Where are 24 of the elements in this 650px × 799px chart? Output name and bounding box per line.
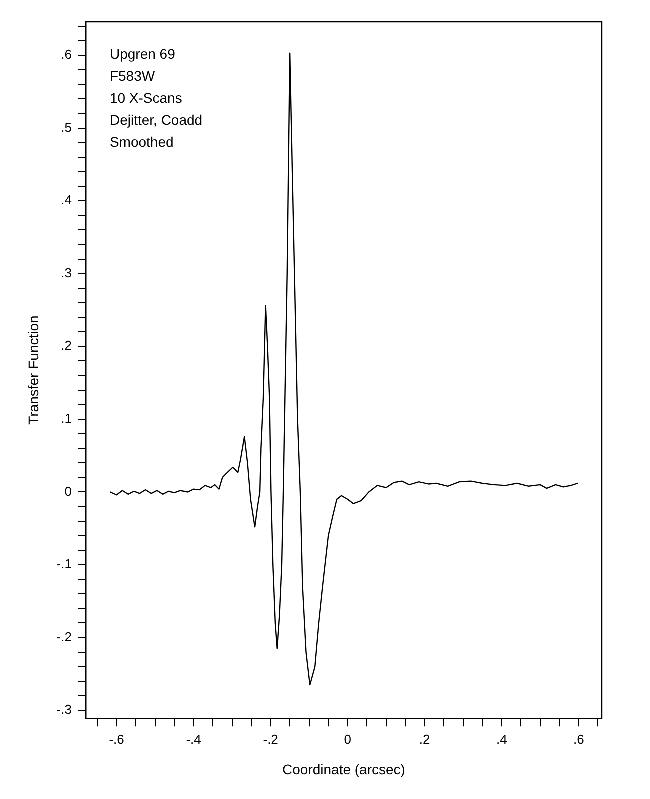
y-axis-title: Transfer Function (25, 316, 42, 425)
x-tick-label: .6 (573, 732, 584, 747)
x-tick-label: -.4 (186, 732, 202, 747)
x-axis-title: Coordinate (arcsec) (282, 761, 406, 778)
y-tick-label: .1 (61, 411, 72, 426)
annotation: Dejitter, Coadd (110, 112, 203, 128)
y-tick-label: .6 (61, 47, 72, 62)
y-tick-label: -.3 (56, 702, 72, 718)
y-tick-label: .4 (61, 192, 72, 208)
annotation: Upgren 69 (110, 46, 176, 62)
annotation: 10 X-Scans (110, 90, 182, 106)
y-tick-label: .2 (61, 338, 72, 354)
y-tick-label: 0 (64, 484, 72, 499)
y-tick-label: -.2 (56, 629, 72, 644)
y-tick-label: .3 (61, 265, 72, 280)
x-tick-label: -.6 (109, 732, 124, 747)
annotation: F583W (110, 68, 156, 84)
x-tick-label: 0 (344, 732, 352, 747)
y-tick-label: .5 (61, 120, 72, 135)
annotation: Smoothed (110, 134, 174, 150)
x-tick-label: -.2 (263, 732, 278, 747)
x-tick-label: .4 (496, 732, 508, 747)
x-tick-label: .2 (419, 732, 430, 747)
y-tick-label: -.1 (56, 556, 72, 572)
